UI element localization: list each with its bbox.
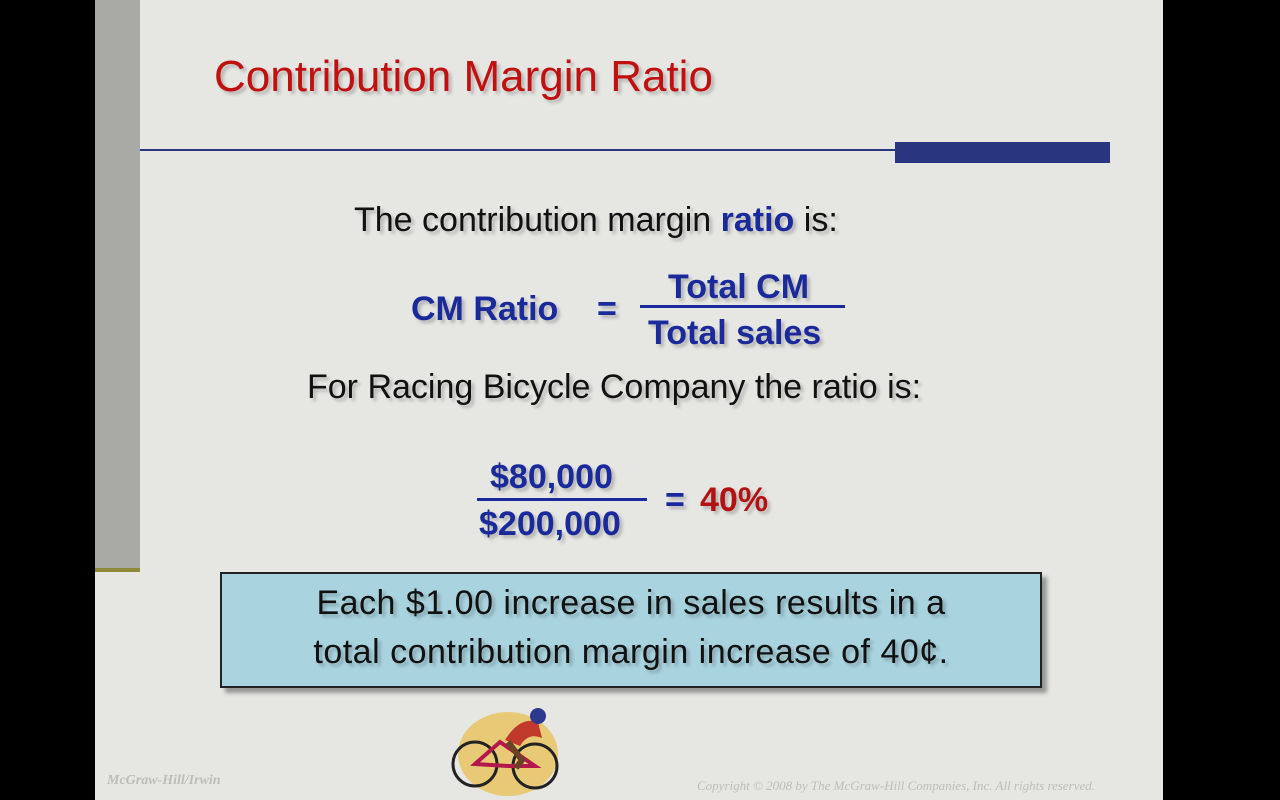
callout-line: total contribution margin increase of 40… xyxy=(313,633,949,671)
side-stripe xyxy=(95,0,140,568)
formula-lhs: CM Ratio xyxy=(411,290,559,328)
title-bar xyxy=(895,142,1110,163)
formula-numerator: Total CM xyxy=(668,268,810,306)
example-intro: For Racing Bicycle Company the ratio is: xyxy=(307,368,922,406)
example-equals: = xyxy=(665,481,685,519)
callout-box: Each $1.00 increase in sales results in … xyxy=(220,572,1042,688)
side-stripe-edge xyxy=(95,568,140,572)
fraction-bar xyxy=(640,305,845,308)
footer-left: McGraw-Hill/Irwin xyxy=(107,773,221,788)
callout-line: Each $1.00 increase in sales results in … xyxy=(316,584,946,622)
formula-equals: = xyxy=(597,290,617,328)
example-denominator: $200,000 xyxy=(479,505,621,543)
slide: Contribution Margin Ratio The contributi… xyxy=(95,0,1163,800)
example-result: 40% xyxy=(700,481,769,519)
intro-text: The contribution margin xyxy=(354,201,712,239)
intro-text: is: xyxy=(803,201,838,239)
formula-denominator: Total sales xyxy=(648,314,822,352)
fraction-bar xyxy=(477,498,647,501)
footer-right: Copyright © 2008 by The McGraw-Hill Comp… xyxy=(697,778,1096,793)
intro-highlight: ratio xyxy=(720,201,795,239)
cyclist-icon xyxy=(451,708,559,796)
example-numerator: $80,000 xyxy=(490,458,613,496)
title: Contribution Margin Ratio xyxy=(214,52,713,101)
title-rule xyxy=(140,149,895,151)
intro: The contribution margin ratio is: xyxy=(354,201,838,240)
